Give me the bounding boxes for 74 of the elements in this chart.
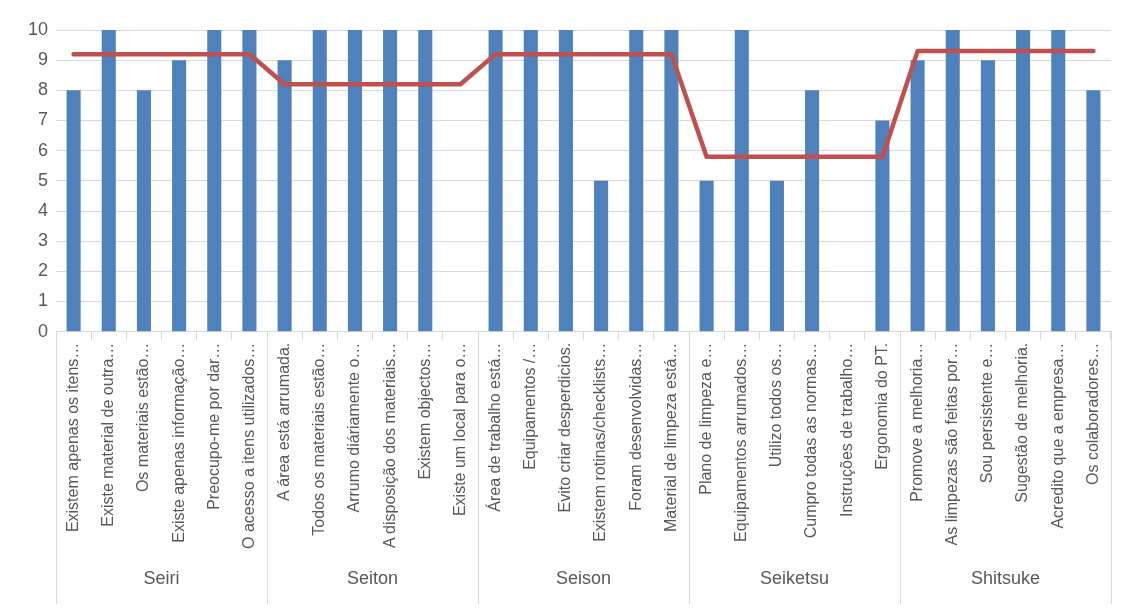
bar: [66, 90, 81, 332]
x-tick-label: Evito criar desperdicios.: [556, 342, 574, 513]
x-tick-label: Ergonomia do PT.: [872, 342, 890, 470]
x-tick-label: Cumpro todas as normas…: [802, 342, 820, 539]
x-tick-label: Existe um local para o…: [450, 342, 468, 517]
text: Seison: [555, 567, 612, 588]
bar: [1051, 30, 1066, 332]
y-tick-label: 3: [38, 230, 49, 251]
bar: [277, 60, 292, 332]
y-tick-label: 2: [38, 260, 49, 281]
bar: [910, 60, 925, 332]
x-tick-label: Promove a melhoria…: [907, 342, 925, 502]
x-tick-label: Todos os materiais estão…: [310, 342, 328, 536]
bar: [699, 180, 714, 332]
bar: [383, 30, 398, 332]
x-tick-label: A área está arrumada.: [275, 342, 293, 501]
x-tick-label: Sou persistente e…: [978, 342, 996, 484]
x-tick-label: Os materiais estão…: [134, 342, 152, 493]
x-tick-label: Equipamentos /…: [521, 342, 539, 470]
bar: [312, 30, 327, 332]
text: Seiri: [143, 567, 180, 588]
x-tick-label: Existem objectos…: [415, 342, 433, 480]
bar: [945, 30, 960, 332]
x-tick-label: Utilizo todos os…: [767, 342, 785, 468]
x-tick-label: Área de trabalho está…: [485, 342, 503, 512]
bar: [558, 30, 573, 332]
x-tick-label: O acesso a itens utilizados…: [239, 342, 257, 550]
y-tick-label: 1: [38, 290, 49, 311]
x-tick-label: Equipamentos arrumados…: [732, 342, 750, 542]
text: Shitsuke: [970, 567, 1041, 588]
x-tick-label: Sugestão de melhoria.: [1013, 342, 1031, 503]
x-tick-label: Plano de limpeza e…: [697, 342, 714, 495]
bar: [101, 30, 116, 332]
x-tick-label: Existem apenas os itens…: [64, 342, 82, 533]
bar: [523, 30, 538, 332]
y-tick-label: 5: [38, 169, 49, 190]
y-tick-label: 10: [27, 18, 49, 39]
x-tick-label: Material de limpeza está…: [661, 342, 679, 533]
bar: [875, 120, 890, 332]
y-tick-label: 4: [38, 199, 49, 220]
x-tick-label: Preocupo-me por dar…: [204, 342, 222, 510]
x-tick-label: As limpezas são feitas por…: [943, 342, 961, 546]
text: Seiton: [346, 567, 399, 588]
y-tick-label: 6: [38, 139, 49, 160]
bar: [136, 90, 151, 332]
x-tick-label: Acredito que a empresa…: [1048, 342, 1066, 529]
y-tick-label: 0: [38, 320, 49, 341]
bar: [594, 180, 609, 332]
bar: [242, 30, 257, 332]
x-tick-label: Instruções de trabalho…: [837, 342, 855, 518]
y-tick-label: 8: [38, 79, 49, 100]
x-tick-label: Arrumo diáriamente o…: [345, 342, 363, 513]
bar: [207, 30, 222, 332]
bar: [347, 30, 362, 332]
y-tick-label: 7: [38, 109, 49, 130]
bar: [629, 30, 644, 332]
text: Seiketsu: [759, 567, 830, 588]
bar: [488, 30, 503, 332]
bar: [172, 60, 187, 332]
x-tick-label: Os colaboradores…: [1083, 342, 1101, 485]
bar: [664, 30, 679, 332]
bar: [1086, 90, 1101, 332]
x-tick-label: Foram desenvolvidas…: [626, 342, 644, 511]
bar: [980, 60, 995, 332]
bar: [418, 30, 433, 332]
x-tick-label: A disposição dos materiais…: [380, 342, 398, 549]
bar: [734, 30, 749, 332]
x-tick-label: Existe apenas informação…: [169, 342, 187, 543]
x-tick-label: Existe material de outra…: [99, 342, 117, 527]
y-tick-label: 9: [38, 49, 49, 70]
x-tick-label: Existem rotinas/checklists…: [591, 342, 609, 542]
bar: [805, 90, 820, 332]
bar: [769, 180, 784, 332]
bar: [1016, 30, 1031, 332]
